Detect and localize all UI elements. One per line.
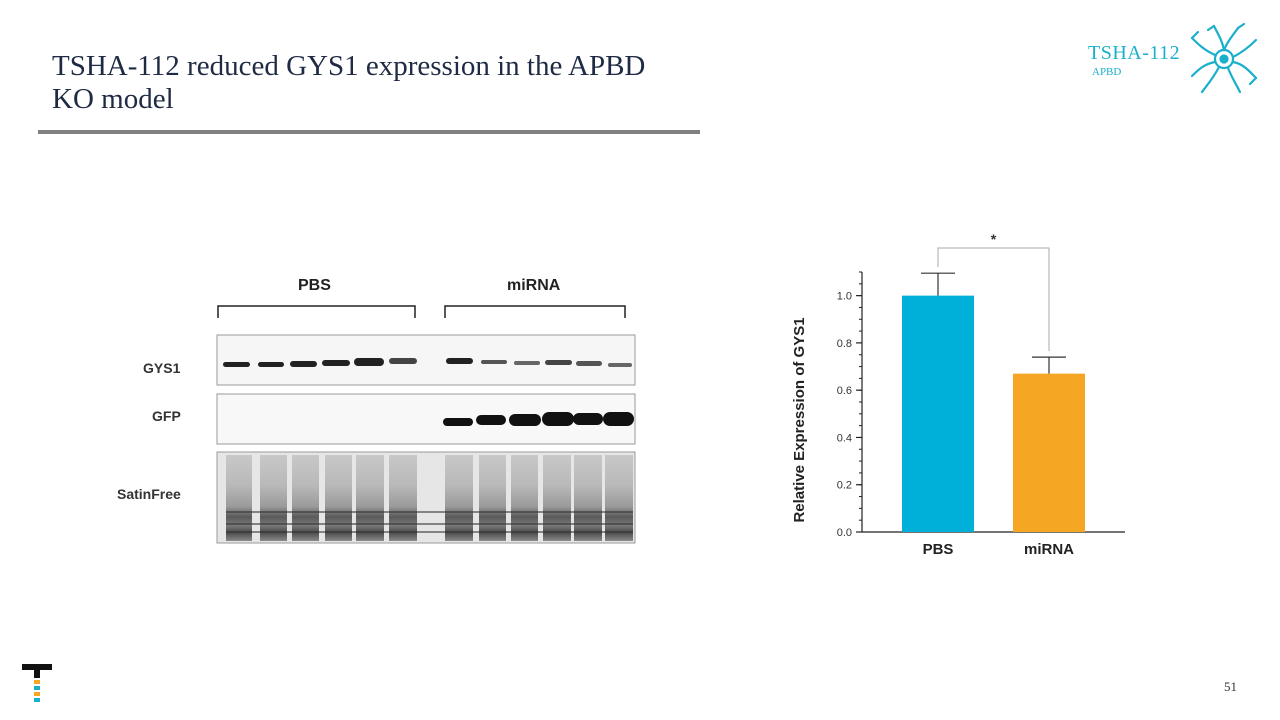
- gys1-band: [354, 358, 384, 366]
- satinfree-lane: [389, 455, 417, 541]
- gys1-panel: [216, 334, 636, 386]
- gfp-band: [603, 412, 634, 426]
- satinfree-lane: [356, 455, 384, 541]
- x-tick-label-pbs: PBS: [923, 541, 954, 558]
- y-tick-label: 1.0: [837, 291, 852, 303]
- satinfree-lane: [325, 455, 352, 541]
- satinfree-lane: [574, 455, 602, 541]
- blot-group-label-pbs: PBS: [298, 277, 331, 294]
- y-tick-label: 0.4: [837, 432, 852, 444]
- gys1-band: [290, 361, 317, 367]
- taysha-corner-logo-icon: [22, 664, 52, 702]
- satinfree-lane: [605, 455, 633, 541]
- bar-mirna: [1013, 373, 1085, 532]
- gfp-band: [443, 418, 473, 426]
- y-tick-label: 0.8: [837, 338, 852, 350]
- blot-row-label-gfp: GFP: [152, 408, 181, 424]
- gys1-band: [258, 362, 284, 367]
- significance-bracket: [937, 247, 1050, 352]
- gys1-band: [446, 358, 473, 364]
- page-number: 51: [1224, 679, 1237, 694]
- title-divider: [38, 130, 700, 134]
- blot-row-label-gys1: GYS1: [143, 360, 181, 376]
- x-tick-label-mirna: miRNA: [1024, 541, 1074, 558]
- gfp-band: [542, 412, 574, 426]
- brand-wordmark: TSHA-112 APBD: [1088, 42, 1180, 78]
- neuron-logo-icon: [1190, 22, 1258, 94]
- satinfree-lane: [226, 455, 252, 541]
- blot-group-label-mirna: miRNA: [507, 277, 561, 294]
- bar-pbs: [902, 295, 974, 532]
- gys1-band: [576, 361, 602, 366]
- y-tick-label: 0.2: [837, 480, 852, 492]
- y-tick-label: 0.6: [837, 385, 852, 397]
- gys1-band: [389, 358, 417, 364]
- brand-name: TSHA-112: [1088, 42, 1181, 64]
- y-tick-label: 0.0: [837, 527, 852, 539]
- satinfree-lane: [260, 455, 287, 541]
- gys1-band: [481, 360, 507, 364]
- significance-marker: *: [991, 231, 997, 247]
- satinfree-lane: [292, 455, 319, 541]
- satinfree-lane: [445, 455, 473, 541]
- mirna-bracket: [444, 305, 626, 318]
- gfp-band: [476, 415, 506, 425]
- gys1-band: [545, 360, 572, 365]
- gys1-band: [322, 360, 350, 366]
- page-title: TSHA-112 reduced GYS1 expression in the …: [52, 50, 646, 115]
- gys1-band: [223, 362, 250, 367]
- satinfree-lane: [543, 455, 571, 541]
- satinfree-lane: [479, 455, 506, 541]
- gys1-band: [608, 363, 632, 367]
- satinfree-lane: [511, 455, 538, 541]
- pbs-bracket: [217, 305, 416, 318]
- brand-subtitle: APBD: [1092, 66, 1122, 78]
- gfp-band: [509, 414, 541, 426]
- gfp-band: [573, 413, 603, 425]
- y-axis-label: Relative Expression of GYS1: [791, 317, 808, 522]
- gys1-band: [514, 361, 540, 365]
- blot-row-label-satinfree: SatinFree: [117, 486, 181, 502]
- gys1-bar-chart: Relative Expression of GYS1 0.0 0.2 0.4 0.6…: [791, 231, 1125, 558]
- western-blot-figure: [216, 305, 636, 544]
